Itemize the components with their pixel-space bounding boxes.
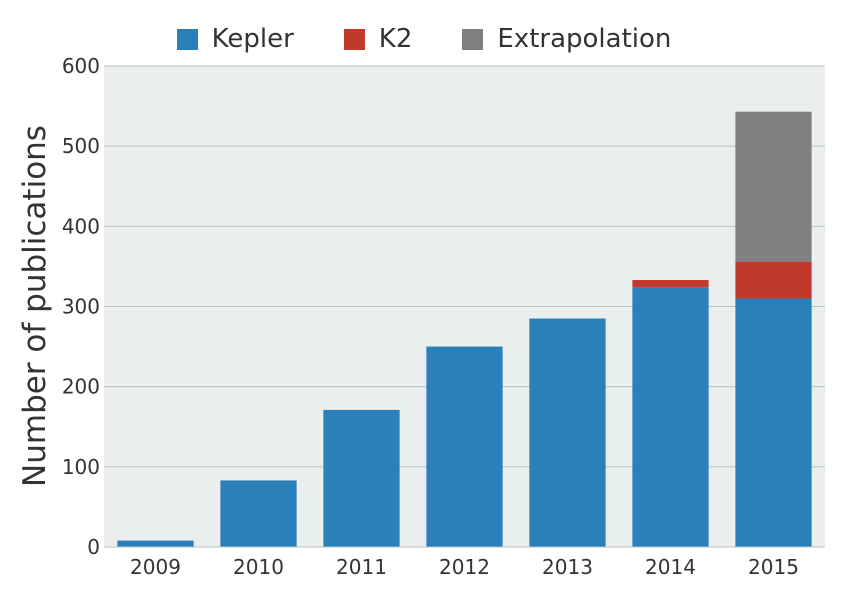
legend-swatch-extrapolation: [462, 28, 484, 50]
y-tick-label: 0: [87, 535, 100, 559]
legend-item-kepler: Kepler: [176, 24, 294, 54]
bar-kepler: [117, 540, 194, 547]
x-tick-label: 2014: [645, 555, 696, 579]
legend: Kepler K2 Extrapolation: [0, 22, 848, 56]
y-tick-label: 500: [62, 134, 100, 158]
bar-kepler: [426, 346, 503, 547]
x-tick-label: 2015: [748, 555, 799, 579]
legend-swatch-kepler: [176, 28, 198, 50]
bar-kepler: [632, 287, 709, 547]
bar-kepler: [735, 298, 812, 547]
legend-label-extrapolation: Extrapolation: [497, 24, 672, 54]
legend-item-k2: K2: [343, 24, 413, 54]
y-tick-label: 300: [62, 295, 100, 319]
legend-swatch-k2: [343, 28, 365, 50]
bar-kepler: [529, 318, 606, 547]
x-tick-label: 2011: [336, 555, 387, 579]
y-tick-label: 100: [62, 455, 100, 479]
legend-label-k2: K2: [378, 24, 413, 54]
bar-kepler: [323, 409, 400, 547]
x-tick-label: 2013: [542, 555, 593, 579]
y-tick-label: 200: [62, 375, 100, 399]
bar-k2: [735, 261, 812, 299]
bar-extrapolation: [735, 111, 812, 262]
x-tick-label: 2012: [439, 555, 490, 579]
legend-label-kepler: Kepler: [211, 24, 294, 54]
bar-kepler: [220, 480, 297, 547]
bar-k2: [632, 280, 709, 288]
x-tick-label: 2009: [130, 555, 181, 579]
legend-item-extrapolation: Extrapolation: [462, 24, 671, 54]
y-tick-label: 400: [62, 214, 100, 238]
x-tick-label: 2010: [233, 555, 284, 579]
y-tick-label: 600: [62, 54, 100, 78]
